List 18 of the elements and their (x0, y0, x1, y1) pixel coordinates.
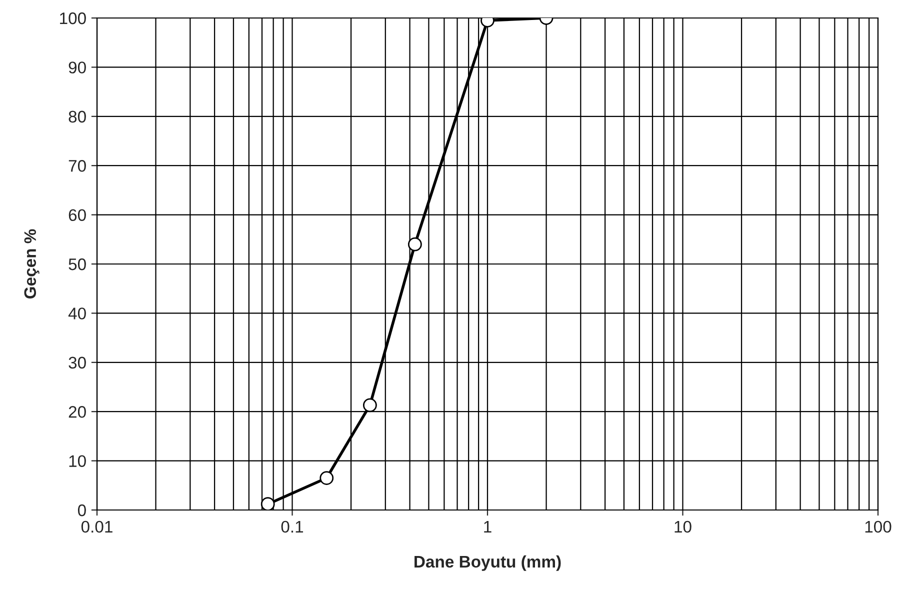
y-axis-title: Geçen % (24, 229, 40, 299)
y-tick-label: 40 (68, 308, 86, 320)
y-tick-label: 50 (68, 258, 86, 270)
x-tick-label: 10 (674, 520, 692, 533)
y-tick-label: 100 (60, 12, 86, 24)
x-tick-label: 0.01 (81, 520, 112, 533)
y-tick-label: 60 (68, 209, 86, 222)
y-tick-label: 80 (68, 110, 86, 123)
x-tick-label: 0.1 (281, 520, 304, 533)
y-tick-label: 20 (68, 406, 86, 418)
y-tick-label: 0 (78, 504, 86, 516)
x-axis-title: Dane Boyutu (mm) (414, 555, 561, 571)
y-tick-label: 90 (68, 62, 86, 74)
y-tick-label: 30 (68, 356, 86, 369)
y-tick-label: 70 (68, 160, 86, 172)
y-tick-label: 10 (69, 455, 86, 468)
x-tick-label: 100 (865, 520, 892, 533)
x-tick-label: 1 (484, 521, 492, 532)
